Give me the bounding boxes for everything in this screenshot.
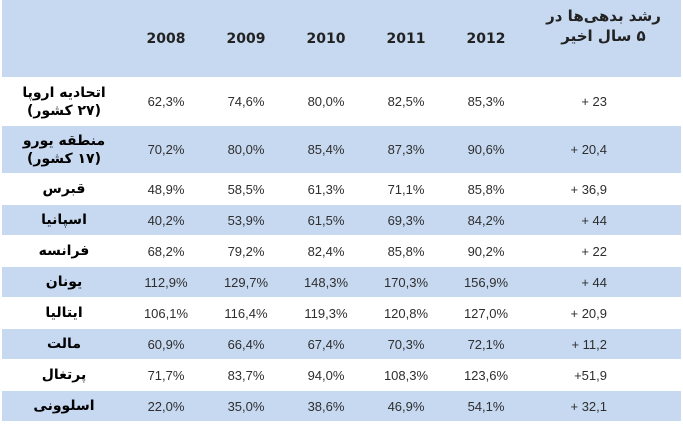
value-cell: 83,7% (206, 359, 286, 391)
country-cell: اسلوونی (2, 390, 126, 422)
value-cell: 58,5% (206, 173, 286, 205)
value-cell: 82,5% (366, 77, 446, 126)
value-cell: 85,8% (446, 173, 526, 205)
value-cell: 90,2% (446, 235, 526, 267)
value-cell: 53,9% (206, 204, 286, 236)
value-cell: 66,4% (206, 328, 286, 360)
value-cell: 68,2% (126, 235, 206, 267)
table-row: مالت 60,9% 66,4% 67,4% 70,3% 72,1% + 11,… (2, 328, 681, 360)
country-column-header (2, 0, 126, 78)
table-row: قبرس 48,9% 58,5% 61,3% 71,1% 85,8% + 36,… (2, 173, 681, 205)
growth-cell: + 22 (526, 235, 681, 267)
value-cell: 79,2% (206, 235, 286, 267)
value-cell: 85,8% (366, 235, 446, 267)
value-cell: 35,0% (206, 390, 286, 422)
value-cell: 120,8% (366, 297, 446, 329)
value-cell: 61,5% (286, 204, 366, 236)
value-cell: 90,6% (446, 125, 526, 174)
country-cell: فرانسه (2, 235, 126, 267)
value-cell: 82,4% (286, 235, 366, 267)
growth-cell: + 23 (526, 77, 681, 126)
growth-cell: + 44 (526, 266, 681, 298)
growth-header-line2: ۵ سال اخیر (561, 27, 646, 45)
value-cell: 106,1% (126, 297, 206, 329)
value-cell: 67,4% (286, 328, 366, 360)
value-cell: 123,6% (446, 359, 526, 391)
value-cell: 116,4% (206, 297, 286, 329)
growth-cell: + 44 (526, 204, 681, 236)
value-cell: 62,3% (126, 77, 206, 126)
growth-cell: + 32,1 (526, 390, 681, 422)
value-cell: 80,0% (206, 125, 286, 174)
value-cell: 70,2% (126, 125, 206, 174)
value-cell: 112,9% (126, 266, 206, 298)
country-cell: اتحادیه اروپا (۲۷ کشور) (2, 77, 126, 126)
header-row: 2008 2009 2010 2011 2012 رشد بدهی‌ها در … (2, 0, 681, 78)
year-column-header: 2010 (286, 0, 366, 78)
debt-growth-table: 2008 2009 2010 2011 2012 رشد بدهی‌ها در … (2, 0, 681, 422)
value-cell: 119,3% (286, 297, 366, 329)
table-row: اسلوونی 22,0% 35,0% 38,6% 46,9% 54,1% + … (2, 390, 681, 422)
value-cell: 40,2% (126, 204, 206, 236)
table-row: ایتالیا 106,1% 116,4% 119,3% 120,8% 127,… (2, 297, 681, 329)
value-cell: 61,3% (286, 173, 366, 205)
year-column-header: 2011 (366, 0, 446, 78)
country-name: منطقه یورو (22, 132, 106, 149)
year-column-header: 2009 (206, 0, 286, 78)
growth-header-line1: رشد بدهی‌ها در (546, 7, 661, 25)
value-cell: 170,3% (366, 266, 446, 298)
value-cell: 38,6% (286, 390, 366, 422)
country-cell: قبرس (2, 173, 126, 205)
table-row: منطقه یورو (۱۷ کشور) 70,2% 80,0% 85,4% 8… (2, 125, 681, 174)
value-cell: 148,3% (286, 266, 366, 298)
table-row: فرانسه 68,2% 79,2% 82,4% 85,8% 90,2% + 2… (2, 235, 681, 267)
table-row: پرتغال 71,7% 83,7% 94,0% 108,3% 123,6% +… (2, 359, 681, 391)
value-cell: 94,0% (286, 359, 366, 391)
country-subtitle: (۱۷ کشور) (27, 150, 101, 167)
growth-cell: + 20,4 (526, 125, 681, 174)
value-cell: 80,0% (286, 77, 366, 126)
value-cell: 127,0% (446, 297, 526, 329)
table-row: اسپانیا 40,2% 53,9% 61,5% 69,3% 84,2% + … (2, 204, 681, 236)
country-cell: اسپانیا (2, 204, 126, 236)
value-cell: 87,3% (366, 125, 446, 174)
value-cell: 22,0% (126, 390, 206, 422)
value-cell: 85,4% (286, 125, 366, 174)
country-cell: یونان (2, 266, 126, 298)
country-name: اتحادیه اروپا (22, 84, 106, 101)
value-cell: 84,2% (446, 204, 526, 236)
country-subtitle: (۲۷ کشور) (27, 102, 101, 119)
value-cell: 48,9% (126, 173, 206, 205)
value-cell: 108,3% (366, 359, 446, 391)
value-cell: 60,9% (126, 328, 206, 360)
growth-cell: + 11,2 (526, 328, 681, 360)
value-cell: 71,7% (126, 359, 206, 391)
growth-cell: + 36,9 (526, 173, 681, 205)
growth-cell: + 20,9 (526, 297, 681, 329)
year-column-header: 2008 (126, 0, 206, 78)
value-cell: 71,1% (366, 173, 446, 205)
table-row: اتحادیه اروپا (۲۷ کشور) 62,3% 74,6% 80,0… (2, 77, 681, 126)
year-column-header: 2012 (446, 0, 526, 78)
country-cell: پرتغال (2, 359, 126, 391)
value-cell: 85,3% (446, 77, 526, 126)
country-cell: ایتالیا (2, 297, 126, 329)
country-cell: منطقه یورو (۱۷ کشور) (2, 125, 126, 174)
value-cell: 74,6% (206, 77, 286, 126)
growth-cell: +51,9 (526, 359, 681, 391)
value-cell: 72,1% (446, 328, 526, 360)
growth-column-header: رشد بدهی‌ها در ۵ سال اخیر (526, 0, 681, 78)
value-cell: 46,9% (366, 390, 446, 422)
value-cell: 54,1% (446, 390, 526, 422)
value-cell: 69,3% (366, 204, 446, 236)
value-cell: 129,7% (206, 266, 286, 298)
table-row: یونان 112,9% 129,7% 148,3% 170,3% 156,9%… (2, 266, 681, 298)
value-cell: 156,9% (446, 266, 526, 298)
country-cell: مالت (2, 328, 126, 360)
value-cell: 70,3% (366, 328, 446, 360)
